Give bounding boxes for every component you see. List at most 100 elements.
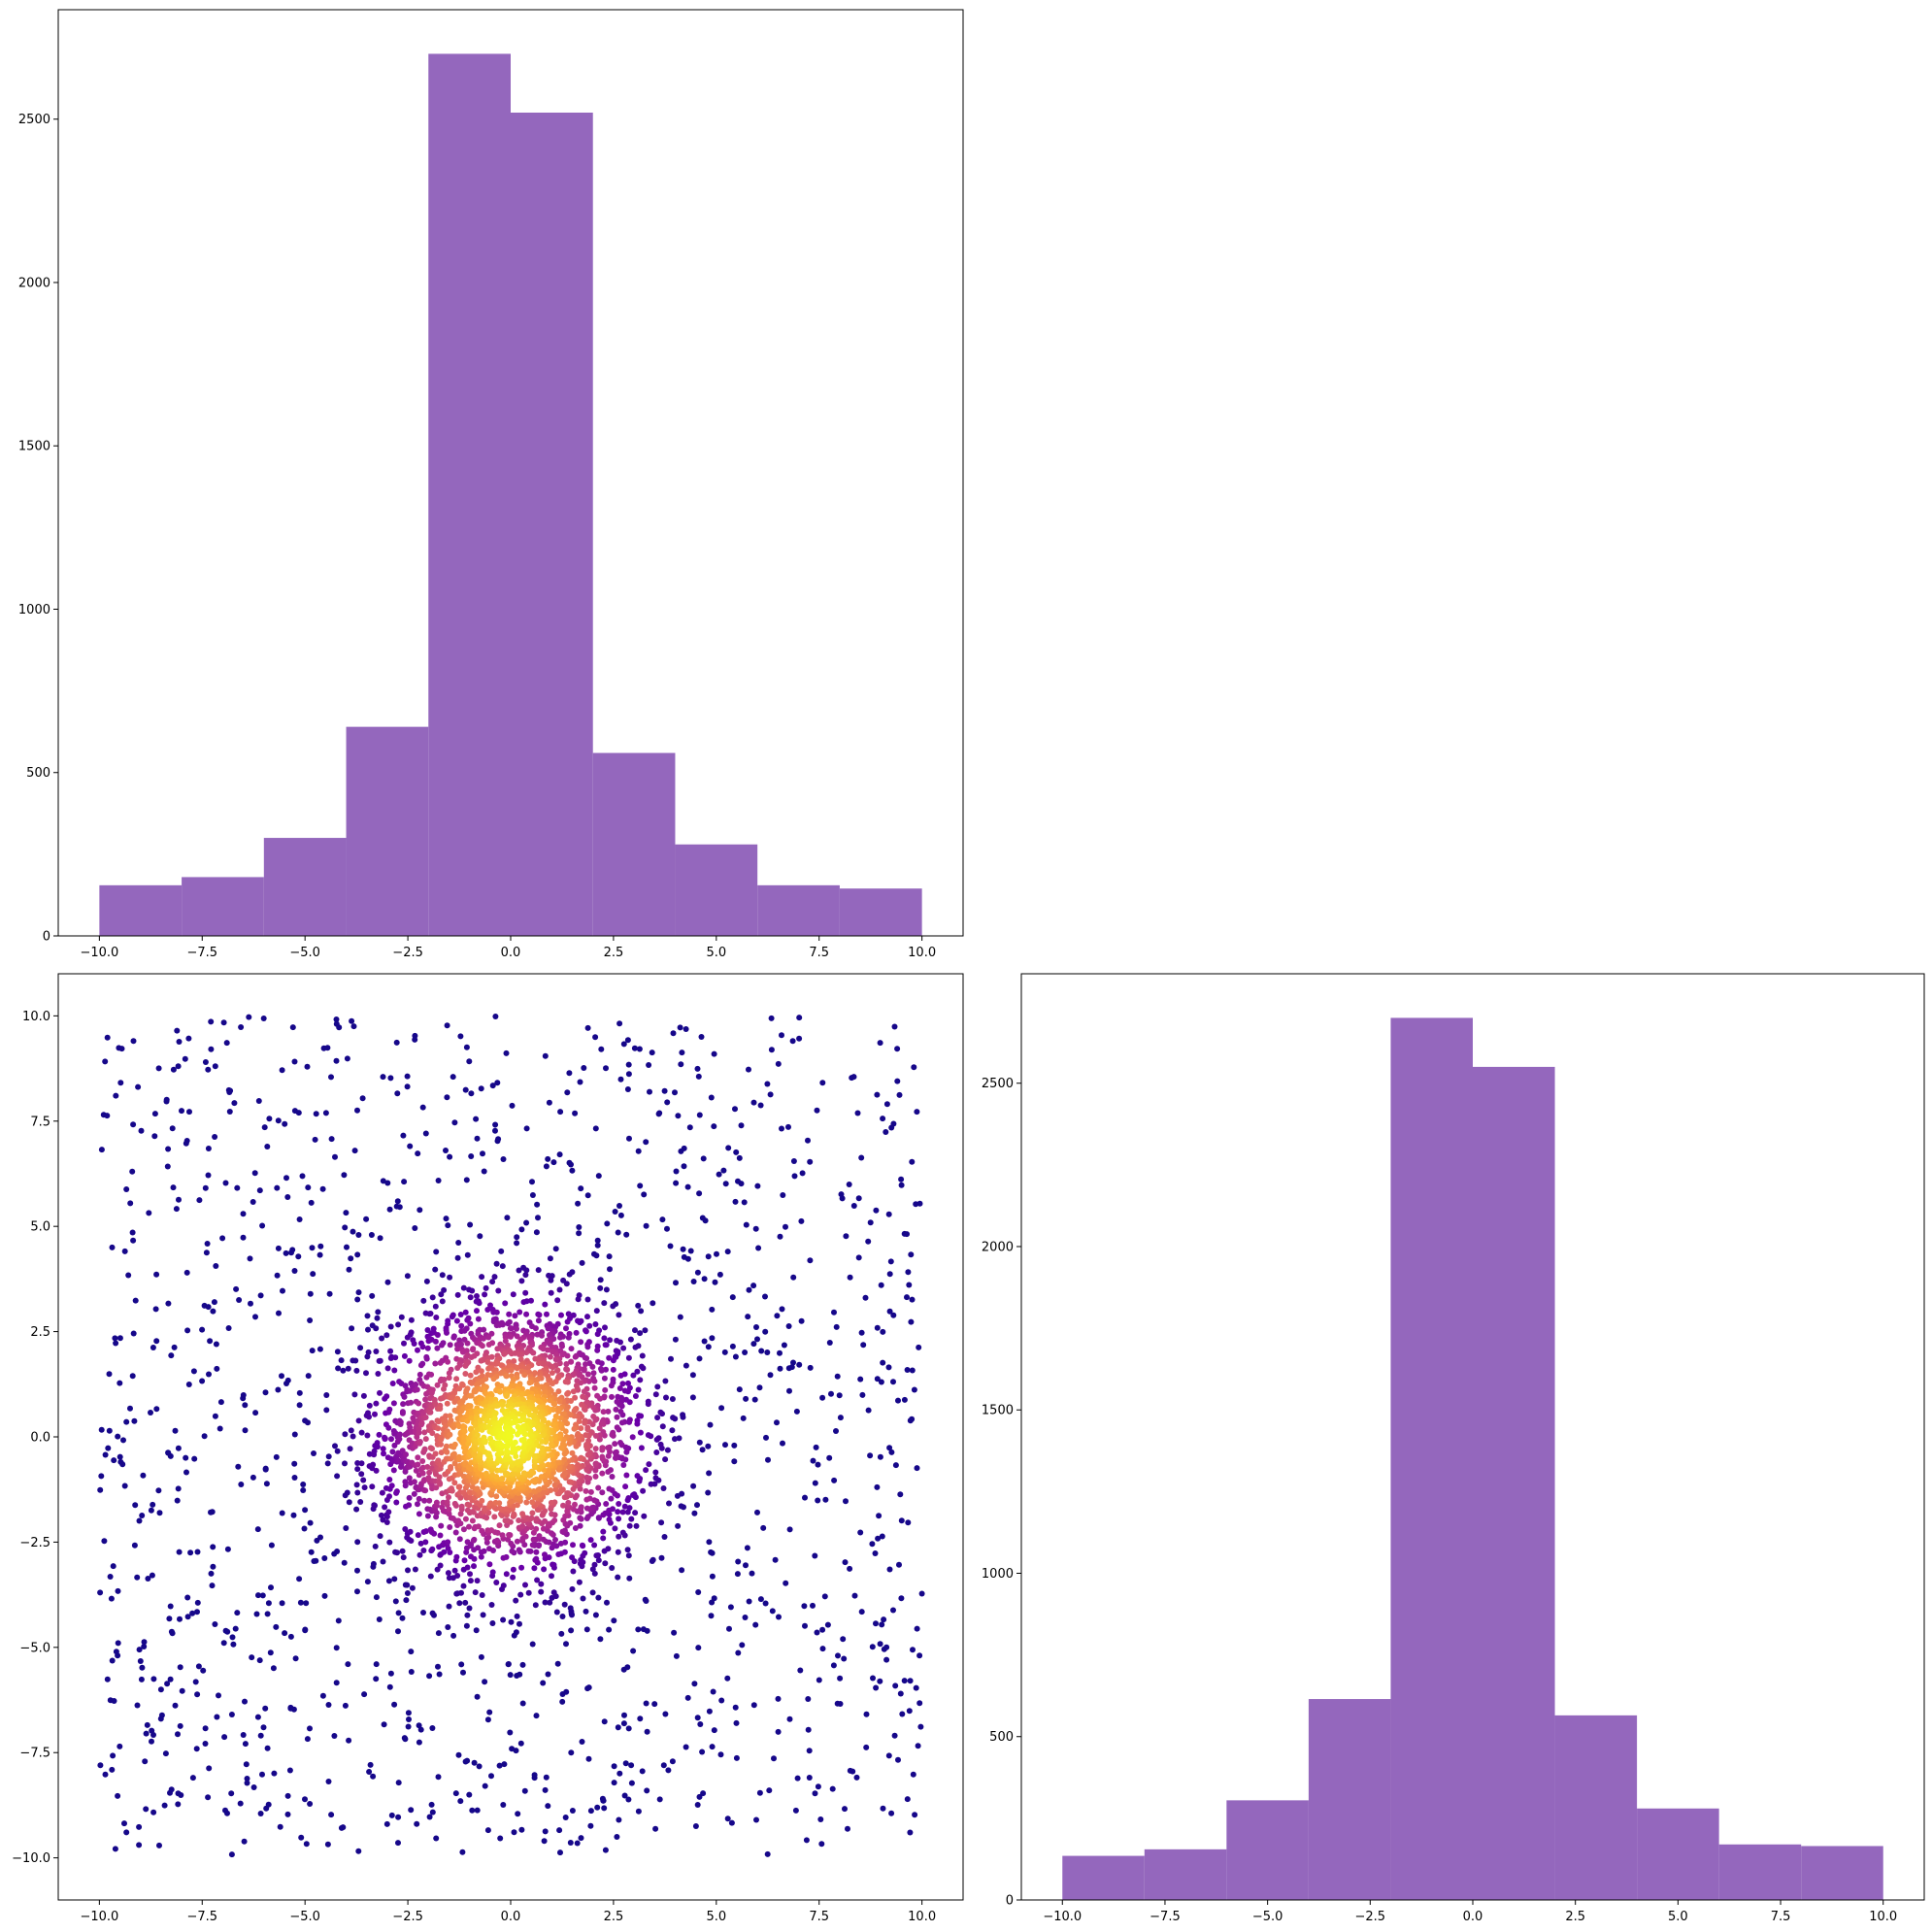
scatter-point bbox=[742, 1615, 749, 1620]
scatter-point bbox=[264, 1745, 271, 1751]
scatter-point bbox=[110, 1563, 117, 1570]
scatter-point bbox=[240, 1392, 247, 1398]
scatter-point bbox=[369, 1292, 376, 1299]
scatter-point bbox=[380, 1558, 386, 1565]
scatter-point bbox=[616, 1385, 623, 1391]
scatter-point bbox=[514, 1240, 520, 1247]
scatter-point bbox=[592, 1612, 599, 1618]
scatter-point bbox=[296, 1576, 303, 1582]
scatter-point bbox=[842, 1559, 849, 1566]
scatter-point bbox=[494, 1080, 501, 1086]
scatter-point bbox=[819, 1080, 826, 1086]
scatter-point bbox=[550, 1349, 556, 1355]
scatter-point bbox=[502, 1338, 509, 1345]
scatter-point bbox=[691, 1681, 698, 1687]
scatter-point bbox=[325, 1779, 332, 1784]
scatter-point bbox=[915, 1743, 921, 1749]
scatter-point bbox=[438, 1441, 444, 1448]
scatter-point bbox=[593, 1252, 600, 1259]
scatter-point bbox=[494, 1138, 501, 1145]
scatter-point bbox=[433, 1499, 440, 1506]
scatter-point bbox=[569, 1554, 576, 1561]
scatter-point bbox=[840, 1636, 847, 1643]
scatter-point bbox=[462, 1362, 469, 1369]
scatter-point bbox=[638, 1445, 645, 1451]
scatter-point bbox=[733, 1719, 740, 1726]
scatter-point bbox=[594, 1347, 601, 1353]
scatter-point bbox=[208, 1018, 215, 1025]
scatter-point bbox=[805, 1696, 812, 1702]
scatter-point bbox=[308, 1199, 315, 1206]
scatter-point bbox=[824, 1621, 831, 1628]
scatter-point bbox=[138, 1127, 145, 1134]
scatter-point bbox=[434, 1382, 441, 1388]
scatter-point bbox=[290, 1512, 297, 1518]
scatter-point bbox=[460, 1284, 467, 1291]
scatter-point bbox=[444, 1499, 450, 1506]
scatter-point bbox=[721, 1349, 728, 1355]
scatter-point bbox=[687, 1248, 694, 1254]
scatter-point bbox=[569, 1167, 576, 1174]
histogram-bar bbox=[263, 838, 347, 936]
scatter-point bbox=[584, 1344, 591, 1350]
scatter-point bbox=[447, 1431, 453, 1438]
scatter-point bbox=[169, 1125, 176, 1132]
histogram-bar bbox=[1637, 1808, 1719, 1900]
scatter-point bbox=[573, 1329, 580, 1336]
scatter-point bbox=[357, 1345, 364, 1351]
scatter-point bbox=[874, 1483, 881, 1490]
scatter-point bbox=[456, 1600, 463, 1607]
scatter-point bbox=[569, 1585, 576, 1592]
scatter-point bbox=[397, 1421, 404, 1427]
scatter-point bbox=[262, 1705, 269, 1712]
scatter-point bbox=[722, 1181, 729, 1187]
scatter-point bbox=[654, 1415, 661, 1421]
scatter-point bbox=[496, 1505, 503, 1512]
scatter-point bbox=[451, 1480, 458, 1486]
x-tick-label: 10.0 bbox=[908, 946, 936, 960]
scatter-point bbox=[305, 1373, 312, 1380]
scatter-point bbox=[545, 1467, 551, 1474]
scatter-point bbox=[127, 1405, 133, 1412]
scatter-point bbox=[380, 1446, 386, 1452]
scatter-point bbox=[617, 1372, 624, 1379]
scatter-point bbox=[392, 1354, 399, 1361]
scatter-point bbox=[493, 1260, 500, 1267]
scatter-point bbox=[568, 1346, 575, 1352]
scatter-point bbox=[586, 1322, 593, 1329]
scatter-point bbox=[623, 1231, 630, 1238]
scatter-point bbox=[812, 1790, 818, 1797]
scatter-point bbox=[464, 1251, 471, 1258]
scatter-point bbox=[564, 1318, 571, 1325]
scatter-point bbox=[749, 1570, 755, 1577]
scatter-point bbox=[435, 1663, 441, 1670]
scatter-point bbox=[444, 1022, 450, 1029]
scatter-point bbox=[534, 1577, 541, 1583]
scatter-point bbox=[260, 1016, 267, 1021]
scatter-point bbox=[895, 1397, 901, 1404]
scatter-point bbox=[584, 1514, 591, 1520]
scatter-point bbox=[779, 1306, 785, 1313]
scatter-point bbox=[360, 1477, 367, 1483]
scatter-point bbox=[174, 1027, 181, 1034]
scatter-point bbox=[637, 1377, 644, 1383]
scatter-point bbox=[907, 1678, 914, 1684]
scatter-point bbox=[564, 1490, 571, 1496]
scatter-point bbox=[458, 1661, 465, 1668]
scatter-point bbox=[416, 1207, 423, 1214]
scatter-point bbox=[605, 1445, 612, 1451]
scatter-point bbox=[427, 1311, 434, 1316]
histogram-bar bbox=[1308, 1699, 1391, 1900]
scatter-point bbox=[559, 1351, 566, 1358]
scatter-point bbox=[600, 1528, 607, 1535]
scatter-point bbox=[275, 1245, 282, 1251]
scatter-point bbox=[482, 1782, 488, 1789]
scatter-point bbox=[553, 1609, 560, 1616]
scatter-point bbox=[186, 1109, 192, 1116]
scatter-point bbox=[523, 1125, 530, 1132]
scatter-point bbox=[547, 1353, 553, 1360]
x-tick-label: 2.5 bbox=[1565, 1910, 1585, 1924]
scatter-point bbox=[213, 1341, 219, 1348]
scatter-point bbox=[396, 1204, 403, 1211]
scatter-point bbox=[528, 1297, 534, 1304]
